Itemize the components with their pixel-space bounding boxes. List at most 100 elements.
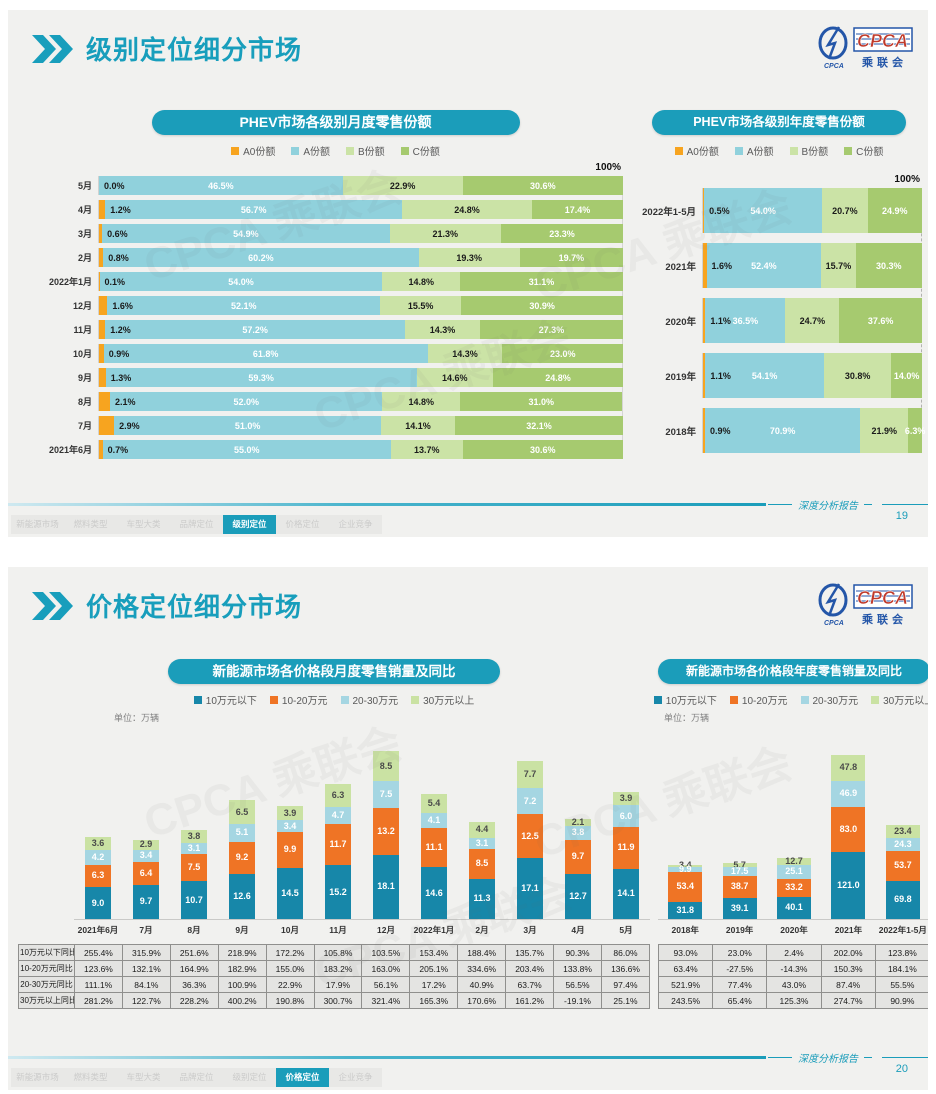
- legend-item: 30万元以上: [411, 692, 474, 707]
- column-segment: 6.4: [133, 861, 159, 885]
- segment-a0: [99, 224, 103, 243]
- legend-swatch-icon: [674, 146, 683, 155]
- legend-label: 10万元以下: [665, 696, 717, 707]
- column: 2.9 3.4 6.4 9.7: [133, 839, 159, 919]
- legend-item: A份额: [734, 143, 774, 158]
- column-segment-value: 9.7: [139, 896, 153, 907]
- segment-a0: [703, 353, 706, 398]
- segment-a: 0.9% 61.8%: [103, 344, 428, 363]
- column-segment: 4.1: [421, 813, 447, 828]
- column-segment-value: 9.2: [235, 852, 249, 863]
- bar-row: 2022年1月 0.1% 54.0% 14.8% 31.1%: [48, 272, 623, 291]
- segment-a-value: 55.0%: [233, 444, 260, 455]
- segment-b: 14.1%: [381, 416, 455, 435]
- table-cell: 100.9%: [217, 976, 267, 993]
- footer-tab-3[interactable]: 车型大类: [117, 1068, 170, 1087]
- column-segment: 7.7: [517, 761, 543, 789]
- footer-tab-5[interactable]: 级别定位: [223, 515, 276, 534]
- bar-row: 2021年 1.6% 52.4% 15.7% 30.3%: [636, 243, 922, 288]
- x-axis-label: 2019年: [725, 925, 754, 935]
- footer-tab-5[interactable]: 级别定位: [223, 1068, 276, 1087]
- column-segment: 14.5: [277, 867, 303, 919]
- column: 47.8 46.9 83.0 121.0: [831, 754, 866, 919]
- column-segment-value: 3.9: [283, 807, 297, 818]
- column-segment-value: 14.6: [425, 887, 443, 898]
- table-row-header: 10万元以下同比: [18, 944, 75, 961]
- segment-a: 1.2% 56.7%: [105, 200, 403, 219]
- column-segment: 7.5: [373, 781, 399, 808]
- segment-a-value: 46.5%: [208, 180, 234, 191]
- legend-item: B份额: [789, 143, 828, 158]
- segment-a0: [99, 272, 100, 291]
- footer-tab-4[interactable]: 品牌定位: [170, 515, 223, 534]
- column-slot: 3.8 3.1 7.5 10.7: [170, 735, 218, 919]
- bar-track: 0.1% 54.0% 14.8% 31.1%: [98, 272, 623, 291]
- segment-c: 31.0%: [460, 392, 623, 411]
- segment-a-value: 54.0%: [228, 276, 254, 287]
- footer-tab-2[interactable]: 燃料类型: [64, 515, 117, 534]
- logo-emblem-text: CPCA: [824, 63, 844, 70]
- column-segment: 13.2: [373, 807, 399, 855]
- column-segment: 4.2: [85, 849, 111, 865]
- segment-b: 22.9%: [342, 176, 463, 195]
- footer-tab-3[interactable]: 车型大类: [117, 515, 170, 534]
- table-row: 521.9% 77.4% 43.0% 87.4% 55.5%: [657, 976, 928, 993]
- footer-tab-4[interactable]: 品牌定位: [170, 1068, 223, 1087]
- segment-a: 2.9% 51.0%: [114, 416, 382, 435]
- column-segment-value: 40.1: [785, 902, 803, 913]
- column-segment-value: 53.7: [894, 860, 912, 871]
- segment-b: 15.7%: [821, 243, 856, 288]
- column-segment-value: 3.9: [619, 793, 633, 803]
- table-cell: 25.1%: [600, 992, 651, 1009]
- column-segment-value: 12.7: [569, 890, 587, 901]
- page-title: 级别定位细分市场: [86, 35, 303, 65]
- table-row-header: 30万元以上同比: [18, 992, 75, 1009]
- legend-item: A份额: [291, 143, 330, 158]
- x-axis-label: 2021年: [834, 925, 863, 935]
- footer-tab-2[interactable]: 燃料类型: [64, 1068, 117, 1087]
- segment-b: 20.7%: [822, 188, 868, 233]
- bar-row: 2019年 1.1% 54.1% 30.8% 14.0%: [636, 353, 922, 398]
- column-slot: 6.3 4.7 11.7 15.2: [314, 735, 362, 919]
- column-segment-value: 4.4: [475, 824, 489, 835]
- segment-b: 24.8%: [402, 200, 532, 219]
- legend-swatch-icon: [346, 146, 354, 155]
- table-cell: 105.8%: [313, 944, 363, 961]
- legend-swatch-icon: [411, 695, 420, 704]
- column-segment: 2.9: [133, 839, 159, 850]
- segment-c: 23.0%: [502, 344, 623, 363]
- legend-swatch-icon: [789, 146, 798, 155]
- table-row: 10万元以下同比 255.4% 315.9% 251.6% 218.9% 172.2% 10…: [18, 944, 651, 961]
- column-slot: 4.4 3.1 8.5 11.3: [458, 735, 506, 919]
- legend-item: B份额: [346, 143, 385, 158]
- column: 4.4 3.1 8.5 11.3: [469, 822, 495, 919]
- report-label: 深度分析报告: [768, 1050, 872, 1065]
- legend-item: 20-30万元: [800, 692, 858, 707]
- bar-track: 1.2% 56.7% 24.8% 17.4%: [98, 200, 623, 219]
- footer-tab-6[interactable]: 价格定位: [276, 1068, 329, 1087]
- phev-monthly-share-chart: PHEV市场各级别月度零售份额 A0份额 A份额 B份额 C份额 100% 5月 0.0…: [48, 110, 623, 459]
- cpca-logo: CPCA CPCA 乘联会: [816, 581, 916, 632]
- segment-a0-value: 1.1%: [710, 370, 731, 381]
- footer-tab-6[interactable]: 价格定位: [276, 515, 329, 534]
- column-segment: 53.4: [668, 872, 703, 902]
- footer-tab-1[interactable]: 新能源市场: [11, 1068, 64, 1087]
- bar-category-label: 2021年6月: [48, 445, 92, 455]
- table-cell: 56.1%: [361, 976, 411, 993]
- table-cell: 228.2%: [169, 992, 219, 1009]
- footer-tab-7[interactable]: 企业竞争: [329, 1068, 382, 1087]
- column-segment-value: 3.4: [139, 850, 153, 861]
- column-segment-value: 17.1: [521, 883, 539, 894]
- bar-category-label: 5月: [77, 181, 92, 191]
- table-cell: 63.4%: [657, 960, 714, 977]
- legend-label: 30万元以上: [423, 696, 475, 707]
- column-segment: 4.4: [469, 822, 495, 838]
- segment-c: 32.1%: [454, 416, 623, 435]
- footer-tab-1[interactable]: 新能源市场: [11, 515, 64, 534]
- column-segment-value: 23.4: [894, 825, 912, 836]
- footer-nav: 新能源市场 燃料类型 车型大类 品牌定位 级别定位 价格定位 企业竞争: [11, 515, 382, 534]
- column-segment-value: 7.7: [523, 769, 537, 780]
- table-cell: 65.4%: [712, 992, 768, 1009]
- footer-tab-7[interactable]: 企业竞争: [329, 515, 382, 534]
- legend-swatch-icon: [193, 695, 202, 704]
